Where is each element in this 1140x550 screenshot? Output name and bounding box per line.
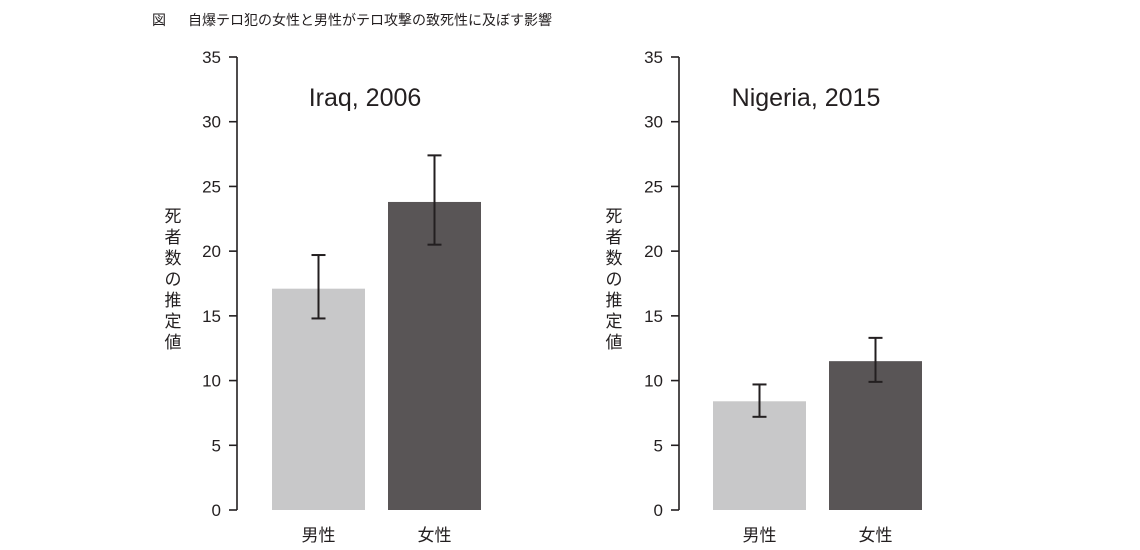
y-tick-label: 35	[644, 48, 663, 67]
caption-text: 自爆テロ犯の女性と男性がテロ攻撃の致死性に及ぼす影響	[188, 13, 552, 29]
bar-female	[829, 361, 922, 510]
y-tick-label: 0	[212, 501, 221, 520]
y-axis-label-char: 数	[606, 249, 623, 269]
category-label: 女性	[859, 526, 893, 546]
category-label: 男性	[743, 526, 777, 546]
category-label: 男性	[302, 526, 336, 546]
y-axis-label-char: 値	[165, 333, 182, 353]
y-tick-label: 10	[202, 372, 221, 391]
y-tick-label: 0	[654, 501, 663, 520]
y-axis-label-char: の	[606, 270, 623, 290]
y-tick-label: 20	[644, 242, 663, 261]
y-axis-label-char: 推	[165, 291, 182, 311]
bar-female	[388, 201, 481, 510]
figure-caption: 図 自爆テロ犯の女性と男性がテロ攻撃の致死性に及ぼす影響	[152, 12, 552, 30]
y-axis-label-char: 者	[165, 228, 182, 248]
y-axis-label-char: 値	[606, 333, 623, 353]
caption-prefix: 図	[152, 13, 166, 29]
y-axis-label-char: の	[165, 270, 182, 290]
error-bar	[311, 254, 326, 320]
y-axis-label-char: 定	[606, 312, 623, 332]
y-axis-label-char: 推	[606, 291, 623, 311]
y-tick-label: 25	[644, 177, 663, 196]
error-bar	[752, 383, 767, 418]
y-tick-label: 10	[644, 372, 663, 391]
y-tick-label: 5	[212, 436, 221, 455]
error-bar	[427, 154, 442, 246]
y-tick-label: 20	[202, 242, 221, 261]
y-tick-label: 25	[202, 177, 221, 196]
bar-male	[272, 288, 365, 510]
y-axis-label-char: 死	[606, 207, 623, 227]
y-tick-label: 15	[644, 307, 663, 326]
y-tick-label: 30	[644, 113, 663, 132]
chart-title: Iraq, 2006	[309, 84, 422, 112]
y-tick-label: 30	[202, 113, 221, 132]
y-axis-label-char: 者	[606, 228, 623, 248]
bar-male	[713, 401, 806, 510]
y-tick-label: 5	[654, 436, 663, 455]
y-axis-label-char: 定	[165, 312, 182, 332]
y-tick-label: 35	[202, 48, 221, 67]
category-label: 女性	[418, 526, 452, 546]
y-tick-label: 15	[202, 307, 221, 326]
y-axis-label-char: 死	[165, 207, 182, 227]
error-bar	[868, 336, 883, 383]
chart-title: Nigeria, 2015	[732, 84, 881, 112]
y-axis-label-char: 数	[165, 249, 182, 269]
